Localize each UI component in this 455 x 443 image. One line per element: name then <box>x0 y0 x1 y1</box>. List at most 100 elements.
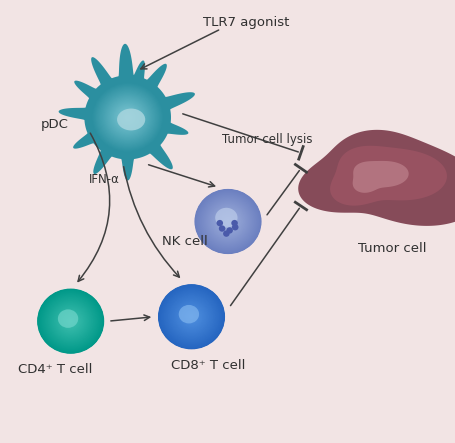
Circle shape <box>171 297 211 336</box>
Circle shape <box>209 204 246 239</box>
Circle shape <box>66 317 75 326</box>
Circle shape <box>205 200 250 243</box>
Circle shape <box>217 212 238 231</box>
Circle shape <box>177 303 205 330</box>
Circle shape <box>227 221 228 222</box>
Circle shape <box>119 109 136 125</box>
Circle shape <box>161 288 221 346</box>
Circle shape <box>197 191 258 252</box>
Circle shape <box>202 197 253 246</box>
Circle shape <box>186 312 196 322</box>
Circle shape <box>185 311 197 323</box>
Circle shape <box>188 314 194 319</box>
Circle shape <box>49 300 92 342</box>
Circle shape <box>117 108 137 127</box>
Circle shape <box>182 307 201 326</box>
Circle shape <box>97 88 158 147</box>
Circle shape <box>45 296 96 346</box>
Circle shape <box>68 319 73 323</box>
Circle shape <box>53 304 88 338</box>
Circle shape <box>231 220 238 226</box>
Circle shape <box>118 109 136 126</box>
Circle shape <box>219 214 236 229</box>
Circle shape <box>185 311 197 323</box>
Circle shape <box>100 91 155 144</box>
Circle shape <box>100 90 155 144</box>
Circle shape <box>48 299 93 343</box>
Circle shape <box>226 227 233 233</box>
Circle shape <box>122 112 133 123</box>
Circle shape <box>101 91 154 144</box>
Circle shape <box>213 207 242 236</box>
Circle shape <box>102 93 152 142</box>
Circle shape <box>165 291 217 343</box>
Circle shape <box>115 105 140 130</box>
Circle shape <box>226 220 229 223</box>
PathPatch shape <box>352 161 408 193</box>
Text: NK cell: NK cell <box>162 235 207 248</box>
Circle shape <box>222 217 233 226</box>
Circle shape <box>106 97 149 138</box>
Circle shape <box>119 109 136 126</box>
Circle shape <box>220 214 235 229</box>
Ellipse shape <box>117 109 145 130</box>
Circle shape <box>225 219 230 224</box>
Circle shape <box>121 112 133 123</box>
Circle shape <box>216 210 239 233</box>
Circle shape <box>104 94 151 140</box>
Circle shape <box>172 298 210 335</box>
Circle shape <box>61 312 80 330</box>
Circle shape <box>93 84 162 151</box>
PathPatch shape <box>329 146 446 206</box>
Circle shape <box>115 105 140 129</box>
Circle shape <box>51 302 91 341</box>
Circle shape <box>40 292 101 350</box>
Circle shape <box>123 113 131 121</box>
Circle shape <box>212 206 243 237</box>
Circle shape <box>196 190 259 253</box>
Circle shape <box>39 290 102 352</box>
Circle shape <box>52 303 89 339</box>
Circle shape <box>167 293 216 341</box>
Circle shape <box>52 303 89 339</box>
Circle shape <box>125 115 130 120</box>
Circle shape <box>211 206 244 237</box>
Circle shape <box>107 97 148 137</box>
Circle shape <box>110 100 145 135</box>
Circle shape <box>175 301 207 332</box>
Circle shape <box>94 85 161 150</box>
Circle shape <box>212 207 243 236</box>
Circle shape <box>108 99 147 136</box>
Circle shape <box>39 291 102 352</box>
Circle shape <box>69 320 72 323</box>
Circle shape <box>224 218 231 225</box>
Circle shape <box>58 309 83 334</box>
Circle shape <box>160 287 222 347</box>
Circle shape <box>96 87 158 148</box>
Circle shape <box>98 89 157 146</box>
Circle shape <box>161 287 222 346</box>
Circle shape <box>170 296 212 338</box>
Circle shape <box>159 285 223 348</box>
Circle shape <box>123 113 132 122</box>
Circle shape <box>93 84 162 151</box>
Circle shape <box>201 196 254 247</box>
Circle shape <box>60 311 81 331</box>
Circle shape <box>61 312 80 330</box>
Text: CD4⁺ T cell: CD4⁺ T cell <box>18 363 92 377</box>
Circle shape <box>187 312 196 321</box>
Circle shape <box>216 210 239 233</box>
Circle shape <box>105 95 150 140</box>
Circle shape <box>206 200 249 243</box>
Circle shape <box>119 109 136 126</box>
Circle shape <box>64 315 77 328</box>
Circle shape <box>66 316 76 326</box>
Circle shape <box>175 301 207 333</box>
Circle shape <box>110 101 145 134</box>
Circle shape <box>40 291 101 351</box>
Text: pDC: pDC <box>41 117 69 131</box>
Circle shape <box>116 106 139 129</box>
Circle shape <box>198 193 257 250</box>
Circle shape <box>214 208 241 235</box>
Circle shape <box>178 304 204 329</box>
